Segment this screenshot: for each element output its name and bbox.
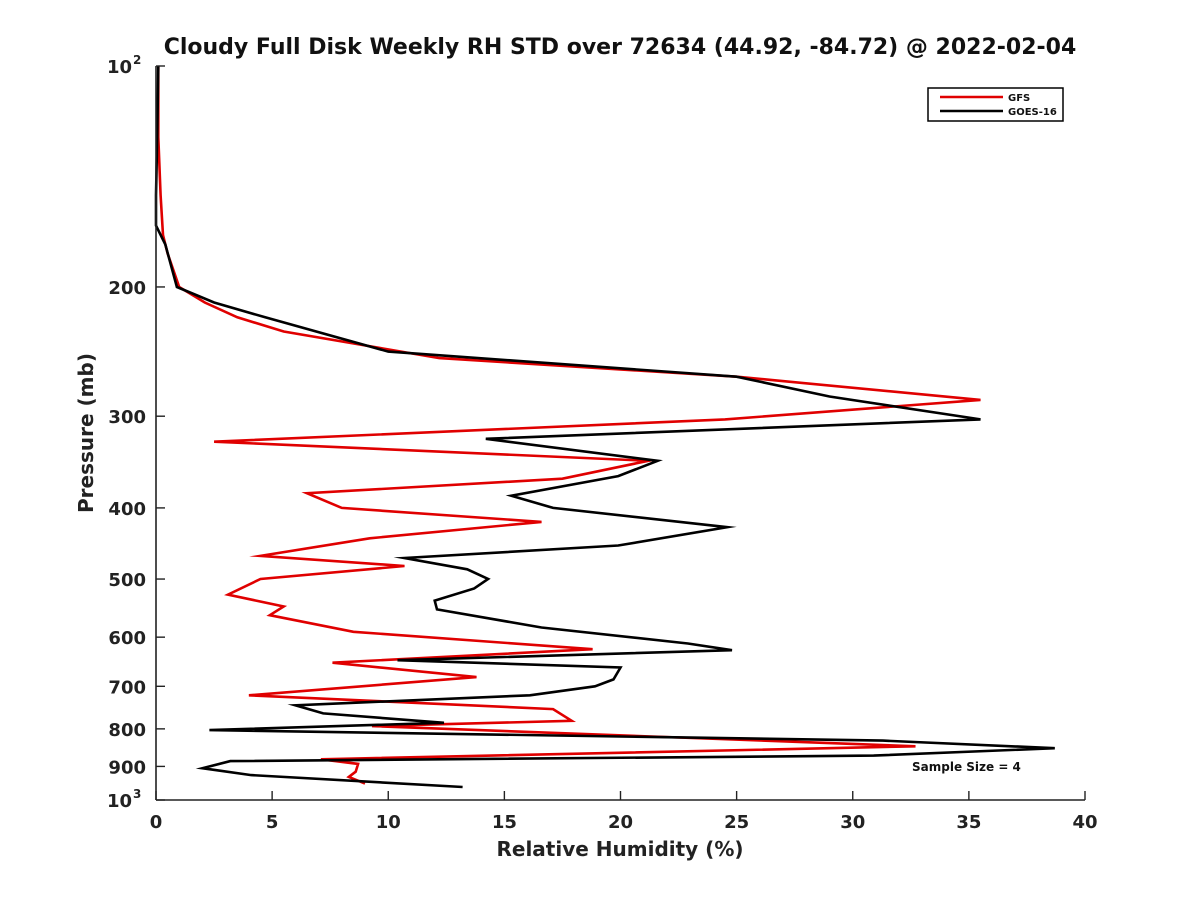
y-tick-label-exponent: 2 <box>133 53 141 67</box>
x-tick-label: 35 <box>956 812 981 833</box>
y-tick-label: 500 <box>108 570 146 591</box>
x-tick-label: 10 <box>376 812 401 833</box>
y-tick-label-exponent: 3 <box>133 787 141 801</box>
y-tick-label-base: 10 <box>107 791 132 812</box>
x-tick-label: 30 <box>840 812 865 833</box>
y-axis-label: Pressure (mb) <box>74 353 98 513</box>
series-layer <box>154 65 1055 789</box>
y-tick-label: 400 <box>108 499 146 520</box>
x-tick-label: 5 <box>266 812 279 833</box>
y-tick-label: 300 <box>108 407 146 428</box>
chart-title: Cloudy Full Disk Weekly RH STD over 7263… <box>164 35 1077 60</box>
legend-box <box>927 87 1064 122</box>
y-tick-label-base: 10 <box>107 57 132 78</box>
y-tick-label: 900 <box>108 757 146 778</box>
y-tick-label: 600 <box>108 628 146 649</box>
y-tick-label: 700 <box>108 677 146 698</box>
y-tick-label: 200 <box>108 278 146 299</box>
x-tick-label: 20 <box>608 812 633 833</box>
y-axis-label-group: Pressure (mb) <box>74 353 98 513</box>
x-tick-label: 25 <box>724 812 749 833</box>
y-tick-label: 10 2 <box>107 53 141 78</box>
x-tick-label: 0 <box>150 812 163 833</box>
legend-label-goes-16: GOES-16 <box>1008 107 1057 118</box>
series-line-goes-16 <box>154 65 1055 789</box>
legend-label-gfs: GFS <box>1008 93 1030 104</box>
x-axis-label: Relative Humidity (%) <box>496 837 743 861</box>
x-tick-label: 15 <box>492 812 517 833</box>
sample-size-annotation: Sample Size = 4 <box>912 760 1021 774</box>
series-line-gfs <box>157 66 981 785</box>
y-tick-label: 10 3 <box>107 787 141 812</box>
legend: GFS GOES-16 <box>927 87 1064 122</box>
x-tick-label: 40 <box>1072 812 1097 833</box>
y-tick-label: 800 <box>108 720 146 741</box>
